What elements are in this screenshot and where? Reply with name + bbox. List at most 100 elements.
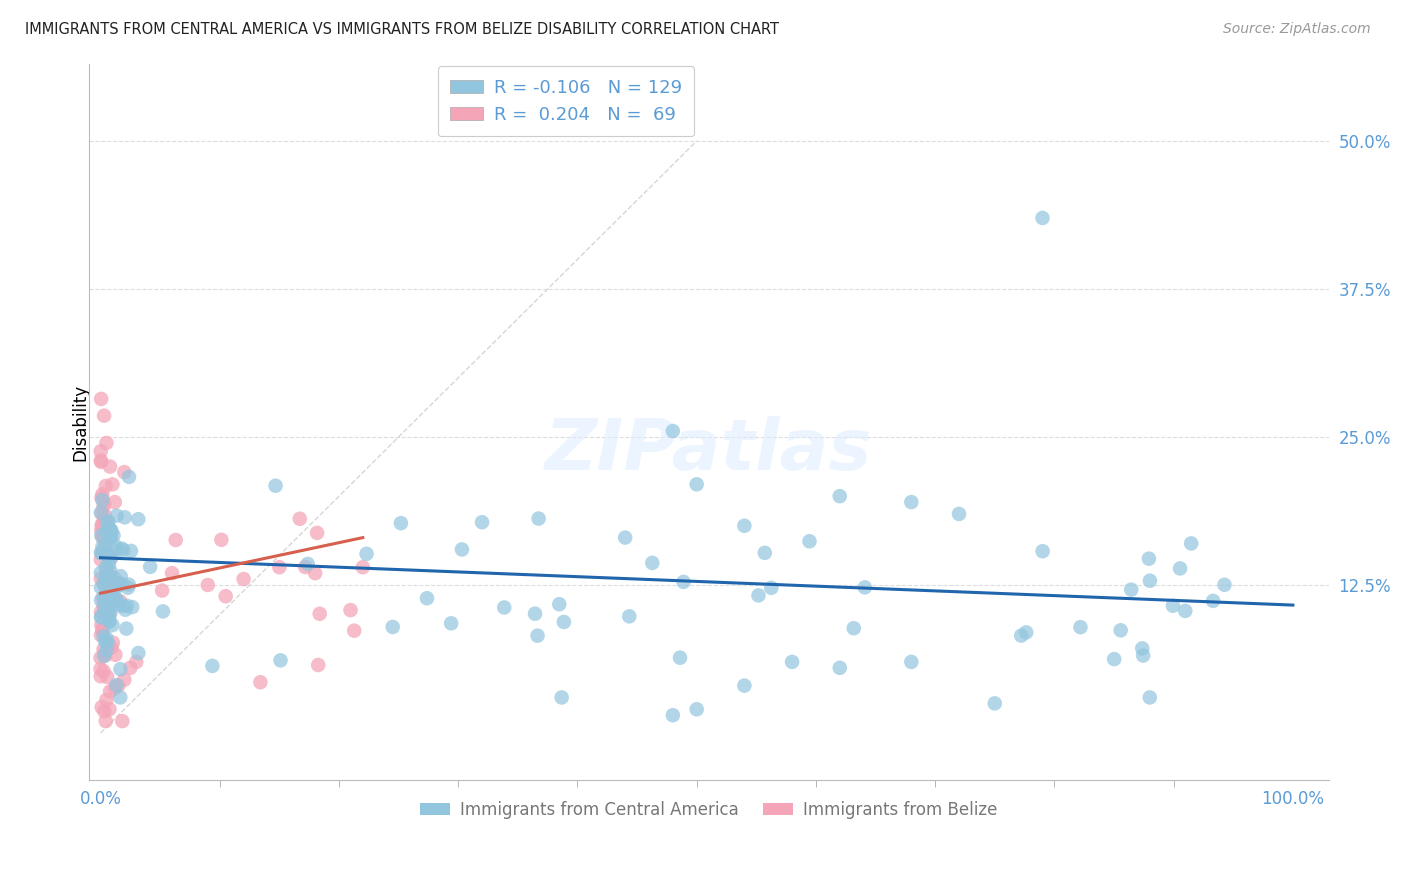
Point — [307, 658, 329, 673]
Point — [93, 496, 115, 510]
Point — [97, 603, 120, 617]
Point — [1031, 211, 1053, 225]
Point — [1132, 648, 1154, 663]
Point — [103, 528, 125, 542]
Point — [96, 568, 118, 582]
Point — [114, 510, 136, 524]
Point — [215, 589, 238, 603]
Point — [98, 607, 121, 621]
Point — [91, 540, 114, 554]
Text: ZIPatlas: ZIPatlas — [546, 417, 872, 485]
Point — [339, 603, 361, 617]
Point — [118, 470, 141, 484]
Point — [98, 607, 121, 621]
Point — [614, 531, 637, 545]
Point — [100, 522, 122, 536]
Point — [93, 542, 115, 557]
Point — [96, 436, 118, 450]
Point — [105, 678, 128, 692]
Point — [389, 516, 412, 530]
Point — [93, 704, 115, 718]
Point — [686, 477, 709, 491]
Point — [96, 631, 118, 645]
Point — [96, 518, 118, 533]
Point — [97, 515, 120, 529]
Point — [120, 544, 142, 558]
Point — [1202, 594, 1225, 608]
Point — [91, 516, 114, 530]
Point — [269, 560, 291, 574]
Point — [104, 571, 127, 585]
Point — [201, 659, 224, 673]
Point — [853, 580, 876, 594]
Point — [93, 590, 115, 604]
Point — [105, 579, 128, 593]
Point — [94, 714, 117, 728]
Point — [90, 566, 112, 580]
Point — [672, 574, 695, 589]
Point — [114, 603, 136, 617]
Point — [524, 607, 547, 621]
Point — [104, 540, 127, 554]
Point — [121, 600, 143, 615]
Point — [93, 599, 115, 613]
Point — [127, 646, 149, 660]
Point — [93, 648, 115, 663]
Point — [1161, 599, 1184, 613]
Point — [89, 651, 111, 665]
Point — [527, 511, 550, 525]
Point — [90, 572, 112, 586]
Point — [93, 665, 115, 679]
Point — [304, 566, 326, 581]
Point — [94, 479, 117, 493]
Point — [381, 620, 404, 634]
Point — [98, 684, 121, 698]
Point — [111, 599, 134, 613]
Point — [90, 552, 112, 566]
Point — [96, 589, 118, 603]
Point — [107, 576, 129, 591]
Point — [94, 599, 117, 613]
Point — [1015, 625, 1038, 640]
Point — [93, 629, 115, 643]
Point — [343, 624, 366, 638]
Point — [91, 493, 114, 508]
Text: IMMIGRANTS FROM CENTRAL AMERICA VS IMMIGRANTS FROM BELIZE DISABILITY CORRELATION: IMMIGRANTS FROM CENTRAL AMERICA VS IMMIG… — [25, 22, 779, 37]
Point — [94, 546, 117, 560]
Point — [1139, 690, 1161, 705]
Point — [101, 618, 124, 632]
Point — [97, 522, 120, 536]
Point — [100, 530, 122, 544]
Point — [93, 606, 115, 620]
Point — [96, 693, 118, 707]
Point — [1180, 536, 1202, 550]
Y-axis label: Disability: Disability — [72, 384, 89, 461]
Point — [90, 628, 112, 642]
Point — [669, 650, 692, 665]
Point — [90, 528, 112, 542]
Point — [686, 702, 709, 716]
Point — [352, 560, 374, 574]
Point — [264, 479, 287, 493]
Point — [104, 681, 127, 695]
Point — [900, 655, 922, 669]
Point — [308, 607, 330, 621]
Point — [101, 594, 124, 608]
Point — [90, 444, 112, 458]
Point — [90, 610, 112, 624]
Point — [550, 690, 572, 705]
Point — [1109, 624, 1132, 638]
Point — [97, 611, 120, 625]
Point — [98, 531, 121, 545]
Point — [125, 655, 148, 669]
Point — [90, 609, 112, 624]
Point — [1130, 641, 1153, 656]
Point — [93, 647, 115, 661]
Point — [197, 578, 219, 592]
Point — [94, 538, 117, 552]
Point — [96, 516, 118, 530]
Point — [91, 529, 114, 543]
Point — [107, 679, 129, 693]
Point — [111, 577, 134, 591]
Point — [150, 583, 173, 598]
